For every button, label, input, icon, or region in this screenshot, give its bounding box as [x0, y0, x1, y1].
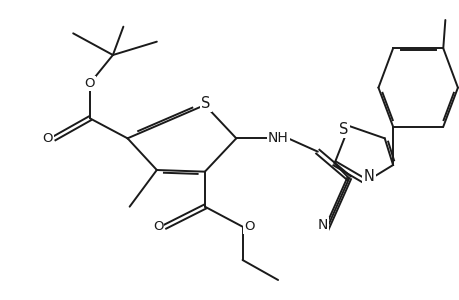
Text: O: O	[152, 220, 163, 233]
Text: S: S	[201, 95, 210, 110]
Text: NH: NH	[267, 131, 288, 145]
Text: O: O	[84, 77, 95, 90]
Text: N: N	[363, 169, 374, 184]
Text: O: O	[42, 132, 52, 145]
Text: O: O	[244, 220, 254, 233]
Text: N: N	[317, 218, 328, 232]
Text: S: S	[339, 122, 348, 136]
